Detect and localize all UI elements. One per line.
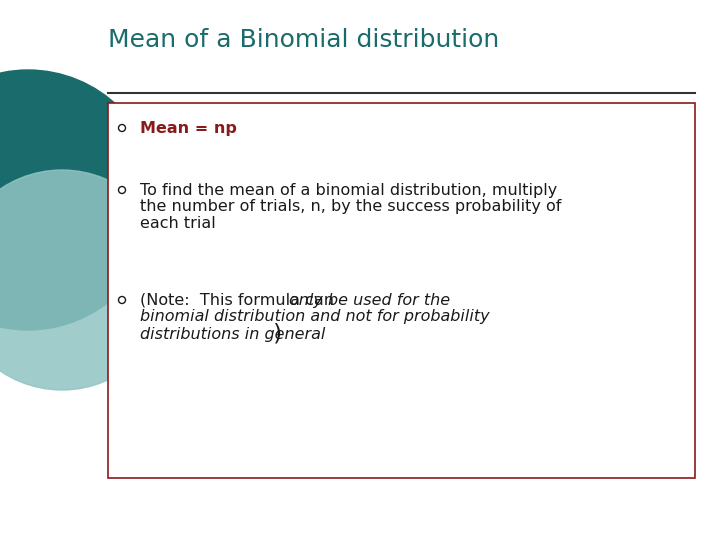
Text: Mean = np: Mean = np <box>140 120 237 136</box>
Text: Mean of a Binomial distribution: Mean of a Binomial distribution <box>108 28 499 52</box>
Text: To find the mean of a binomial distribution, multiply: To find the mean of a binomial distribut… <box>140 183 557 198</box>
Text: distributions in general: distributions in general <box>140 327 325 341</box>
Text: only be used for the: only be used for the <box>289 293 450 307</box>
Circle shape <box>0 70 158 330</box>
Text: each trial: each trial <box>140 217 216 232</box>
FancyBboxPatch shape <box>108 103 695 478</box>
Text: the number of trials, n, by the success probability of: the number of trials, n, by the success … <box>140 199 562 214</box>
Text: ): ) <box>266 322 282 346</box>
Circle shape <box>0 170 172 390</box>
Text: (Note:  This formula can: (Note: This formula can <box>140 293 339 307</box>
Text: binomial distribution and not for probability: binomial distribution and not for probab… <box>140 309 490 325</box>
